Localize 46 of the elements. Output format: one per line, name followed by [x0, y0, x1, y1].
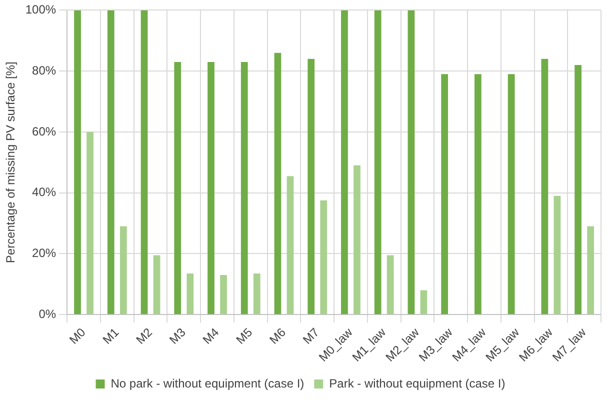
y-tick-label: 20%	[32, 246, 56, 260]
bar	[574, 64, 582, 314]
bar	[153, 255, 160, 314]
bar	[186, 273, 194, 314]
bar	[354, 165, 360, 314]
bar	[441, 74, 448, 314]
bar	[420, 290, 428, 314]
bar	[587, 226, 594, 314]
legend-label: No park - without equipment (case I)	[110, 376, 304, 390]
bar	[386, 255, 394, 314]
bar	[308, 58, 315, 314]
x-tick-label: M7	[300, 325, 322, 347]
y-tick-label: 0%	[38, 306, 56, 321]
bar	[541, 58, 548, 314]
bar	[320, 200, 328, 314]
bar	[474, 74, 482, 314]
bar	[120, 226, 127, 314]
bar	[374, 10, 382, 314]
x-tick-label: M1	[100, 325, 122, 347]
y-tick-label: 80%	[32, 63, 56, 78]
y-tick-label: 60%	[32, 124, 56, 138]
bar	[253, 273, 260, 314]
bar	[107, 10, 114, 314]
bar	[86, 132, 94, 314]
y-axis-title: Percentage of missing PV surface [%]	[4, 62, 18, 264]
y-tick-label: 100%	[25, 2, 56, 17]
x-tick-label: M5	[233, 325, 256, 347]
bar	[140, 10, 148, 314]
x-tick-label: M6	[266, 325, 289, 347]
x-tick-label: M0	[66, 325, 88, 347]
x-tick-label: M4	[200, 325, 222, 347]
bar	[174, 62, 182, 314]
bar	[208, 62, 214, 314]
y-tick-label: 40%	[32, 185, 56, 200]
bar	[274, 52, 282, 314]
x-tick-label: M2	[133, 325, 156, 347]
x-tick-label: M3	[166, 325, 189, 347]
bar	[240, 62, 248, 314]
bar	[74, 10, 81, 314]
bar	[508, 74, 515, 314]
bar	[554, 196, 561, 314]
bar	[408, 10, 415, 314]
bar	[220, 275, 227, 314]
bar	[286, 176, 294, 314]
legend-label: Park - without equipment (case I)	[329, 376, 506, 390]
bar	[341, 10, 348, 314]
